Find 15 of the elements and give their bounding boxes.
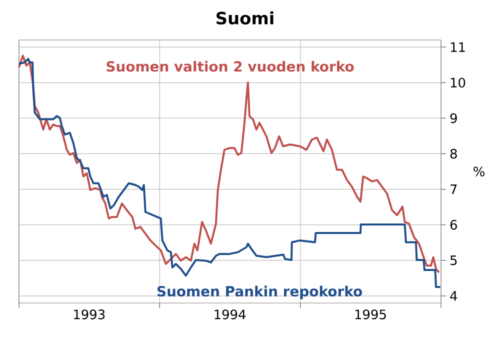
y-tick-label: 8 xyxy=(450,148,457,159)
y-tick-label: 11 xyxy=(450,42,465,52)
y-tick-label: 4 xyxy=(450,291,458,301)
y-tick-label: 7 xyxy=(450,184,457,194)
y-tick-label: 10 xyxy=(450,78,466,88)
y-axis-title: % xyxy=(474,166,484,176)
x-tick-label: 1993 xyxy=(74,310,105,320)
chart-title: Suomi xyxy=(216,11,274,25)
x-tick-label: 1994 xyxy=(214,310,246,320)
series-label: Suomen valtion 2 vuoden korko xyxy=(106,60,354,72)
y-tick-label: 5 xyxy=(450,256,457,266)
x-tick-label: 1995 xyxy=(355,310,386,320)
y-tick-label: 6 xyxy=(450,220,457,230)
series-label: Suomen Pankin repokorko xyxy=(157,286,362,300)
y-tick-label: 9 xyxy=(450,113,457,124)
